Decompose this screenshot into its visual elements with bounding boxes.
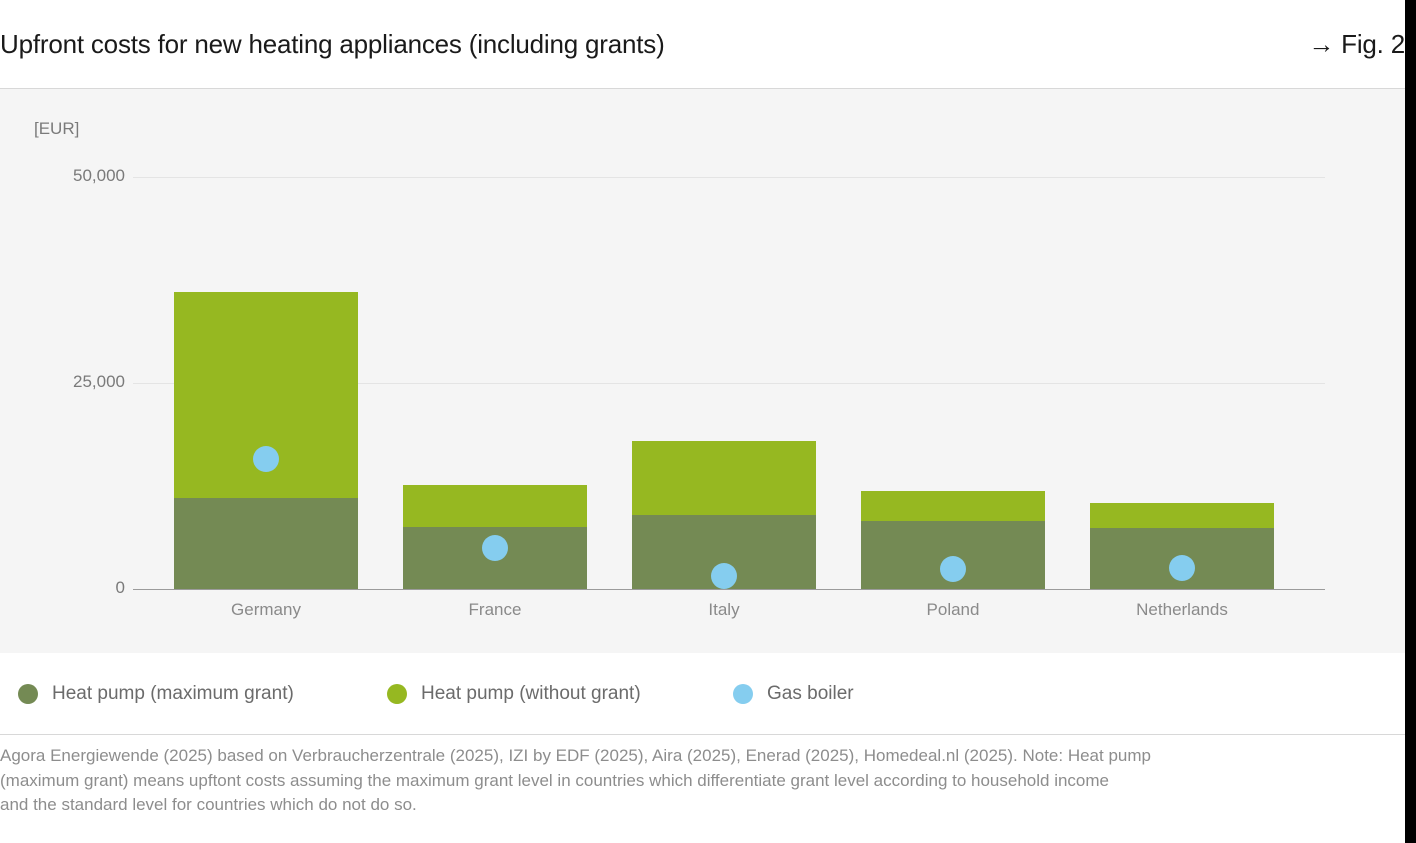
y-axis-tick-label: 25,000: [73, 372, 125, 391]
figure-reference-link[interactable]: → Fig. 2: [1308, 28, 1405, 59]
source-note-line-3: and the standard level for countries whi…: [0, 795, 417, 815]
gas-boiler-marker-poland[interactable]: [940, 556, 966, 583]
legend-label: Gas boiler: [767, 682, 854, 704]
x-axis-label-france: France: [468, 600, 522, 619]
gas-boiler-marker-france[interactable]: [482, 534, 508, 561]
page-edge-strip: [1405, 0, 1416, 843]
y-axis-tick-label: 50,000: [73, 166, 125, 185]
figure-header: Upfront costs for new heating appliances…: [0, 0, 1405, 88]
x-axis-label-italy: Italy: [708, 600, 740, 619]
gridline-50000: [133, 177, 1325, 178]
legend-swatch-icon: [18, 683, 38, 704]
page-title: Upfront costs for new heating appliances…: [0, 28, 665, 59]
y-axis-tick: 50,000: [20, 166, 125, 186]
bar-germany[interactable]: [174, 292, 358, 589]
gas-boiler-marker-netherlands[interactable]: [1169, 555, 1195, 582]
bar-segment-maximum-grant[interactable]: [174, 498, 358, 589]
bar-segment-without-grant[interactable]: [632, 440, 816, 515]
gas-boiler-marker-germany[interactable]: [253, 445, 279, 472]
axis-unit-label: [EUR]: [34, 119, 80, 138]
legend-swatch-icon: [387, 683, 407, 704]
source-note-line-1: Agora Energiewende (2025) based on Verbr…: [0, 746, 1151, 765]
bar-segment-without-grant[interactable]: [861, 490, 1045, 521]
bar-segment-without-grant[interactable]: [1090, 503, 1274, 529]
x-axis-label-poland: Poland: [926, 600, 980, 619]
chart-legend: Heat pump (maximum grant) Heat pump (with…: [0, 653, 1405, 735]
gridline-25000: [133, 383, 1325, 384]
chart-panel: [EUR] 0 25,000 50,000 Germany France Italy Pol…: [0, 88, 1405, 653]
bar-italy[interactable]: [632, 440, 816, 589]
source-note-line-2: (maximum grant) means upftont costs assu…: [0, 770, 1110, 790]
bar-segment-without-grant[interactable]: [403, 485, 587, 528]
y-axis-tick-label: 0: [115, 578, 125, 597]
x-axis-label-netherlands: Netherlands: [1136, 600, 1228, 619]
figure-source-note: Agora Energiewende (2025) based on Verbr…: [0, 744, 1416, 818]
legend-label: Heat pump (without grant): [421, 682, 641, 704]
legend-item-3[interactable]: Gas boiler: [733, 683, 854, 705]
legend-label: Heat pump (maximum grant): [52, 682, 294, 704]
y-axis-tick: 0: [20, 578, 125, 598]
x-axis-label-germany: Germany: [231, 600, 301, 619]
legend-item-1[interactable]: Heat pump (maximum grant): [18, 683, 294, 705]
gas-boiler-marker-italy[interactable]: [711, 562, 737, 589]
plot-area: 0 25,000 50,000 Germany France Italy Poland Net…: [0, 89, 1405, 654]
x-axis-line: [133, 589, 1325, 590]
legend-item-2[interactable]: Heat pump (without grant): [387, 683, 641, 705]
legend-swatch-icon: [733, 683, 753, 704]
y-axis-tick: 25,000: [20, 372, 125, 392]
